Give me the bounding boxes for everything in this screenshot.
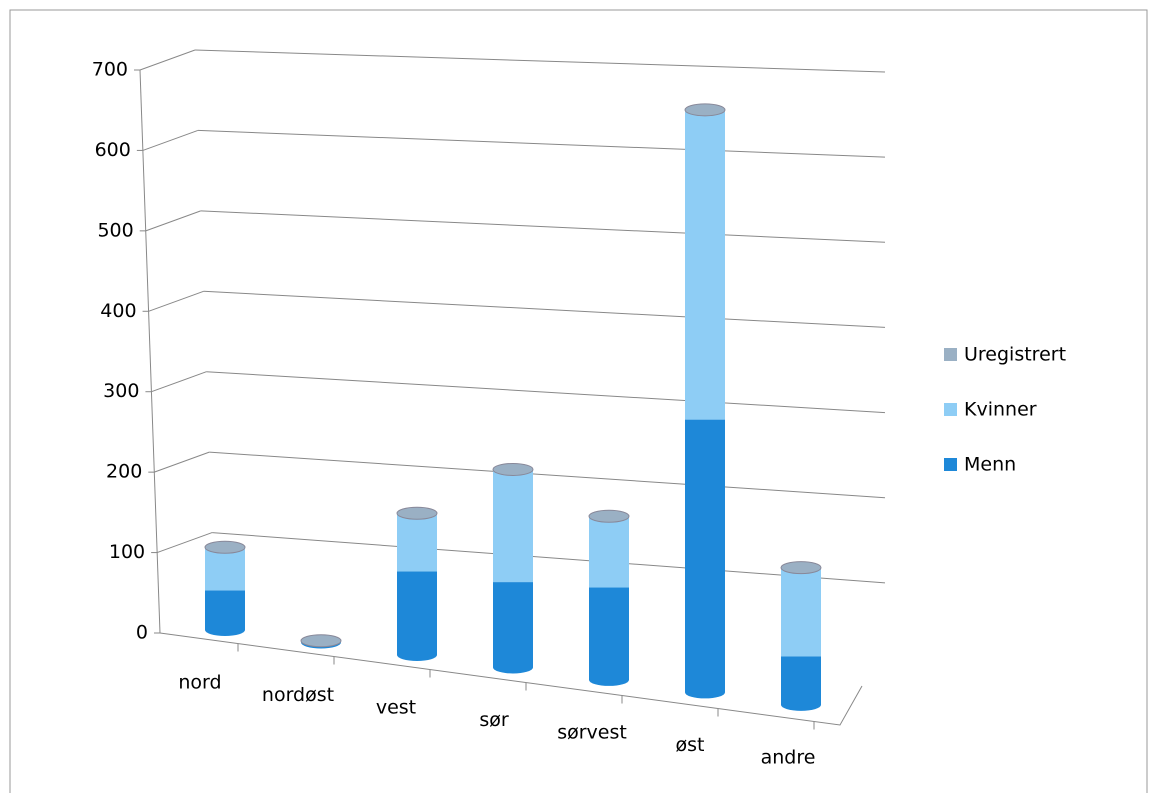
y-tick-label: 600 bbox=[95, 139, 131, 161]
cylinder-segment bbox=[397, 514, 437, 572]
cap bbox=[300, 634, 342, 648]
legend-label: Kvinner bbox=[964, 399, 1037, 421]
cap bbox=[780, 561, 822, 575]
grid-line bbox=[142, 129, 199, 151]
grid-line bbox=[209, 451, 886, 499]
y-axis bbox=[139, 69, 161, 634]
y-tick-label: 0 bbox=[136, 622, 148, 644]
grid-line bbox=[206, 371, 886, 414]
legend-swatch bbox=[944, 348, 957, 361]
y-tick-label: 300 bbox=[103, 380, 139, 402]
floor-edge bbox=[159, 632, 863, 726]
cylinder-segment bbox=[493, 582, 533, 668]
cylinder-segment bbox=[205, 590, 245, 630]
y-tick-label: 500 bbox=[97, 219, 133, 241]
x-tick-label: sør bbox=[479, 709, 509, 731]
grid-line bbox=[145, 210, 201, 232]
grid-line bbox=[151, 371, 207, 393]
y-tick-label: 200 bbox=[106, 461, 142, 483]
legend-label: Uregistrert bbox=[964, 344, 1066, 366]
grid-line bbox=[203, 290, 886, 328]
legend-swatch bbox=[944, 458, 957, 471]
cylinder-segment bbox=[685, 111, 725, 420]
x-tick-label: nord bbox=[178, 672, 221, 694]
cap bbox=[492, 462, 534, 476]
grid-line bbox=[194, 49, 886, 73]
x-tick-label: vest bbox=[376, 696, 416, 718]
grid-line bbox=[200, 210, 886, 243]
x-tick-label: nordøst bbox=[262, 684, 334, 706]
y-tick-label: 400 bbox=[100, 300, 136, 322]
cap bbox=[204, 540, 246, 554]
y-tick-label: 100 bbox=[109, 541, 145, 563]
grid-line bbox=[156, 532, 213, 554]
cap bbox=[684, 103, 726, 117]
x-tick-label: øst bbox=[676, 734, 705, 756]
cylinder-segment bbox=[397, 571, 437, 655]
cap bbox=[588, 509, 630, 523]
y-tick-label: 700 bbox=[92, 59, 128, 81]
legend-label: Menn bbox=[964, 454, 1016, 476]
cylinder-segment bbox=[205, 548, 245, 591]
cylinder-segment bbox=[589, 517, 629, 588]
cylinder-segment bbox=[781, 568, 821, 657]
cylinder-segment bbox=[493, 470, 533, 583]
cylinder-segment bbox=[589, 587, 629, 680]
grid-line bbox=[139, 49, 196, 71]
legend-swatch bbox=[944, 403, 957, 416]
cylinder-segment bbox=[685, 419, 725, 693]
grid-line bbox=[148, 290, 204, 312]
grid-line bbox=[154, 451, 210, 473]
cap bbox=[396, 506, 438, 520]
frame bbox=[9, 9, 1148, 797]
grid-line bbox=[212, 532, 886, 584]
x-tick-label: sørvest bbox=[557, 721, 627, 743]
grid-line bbox=[197, 129, 886, 158]
cylinder-segment bbox=[781, 656, 821, 705]
x-tick-label: andre bbox=[761, 746, 816, 768]
